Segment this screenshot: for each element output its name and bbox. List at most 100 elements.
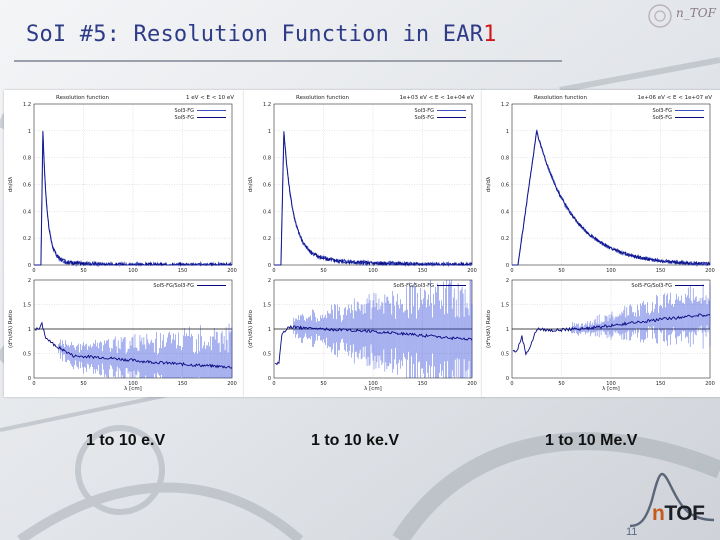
chart2-top-ytick-label: 0.6 (263, 183, 271, 189)
chart2-ratio-legend-label: SoI5-FG/SoI3-FG (393, 283, 434, 289)
chart3-top-xtick-label: 0 (510, 268, 513, 274)
chart-svg: Resolution function 1 eV < E < 10 eV 0 0.2 0… (7, 95, 237, 392)
chart2-top-ytick-label: 0.2 (263, 236, 271, 242)
title-underline (14, 60, 562, 62)
chart3-top-ytick-label: 1 (506, 129, 509, 135)
chart1-legend-label: SoI3-FG (175, 108, 195, 114)
chart1-ratio-xtick-label: 0 (32, 381, 35, 387)
chart-svg: Resolution function 1e+03 eV < E < 1e+04 … (247, 95, 477, 392)
chart2-ratio-xtick-label: 150 (418, 381, 428, 387)
chart3-ratio-legend-label: SoI5-FG/SoI3-FG (631, 283, 672, 289)
chart2-top-xtick-label: 50 (320, 268, 326, 274)
chart1-ratio-xtick-label: 50 (80, 381, 86, 387)
chart3-ratio-ytick-label: 1 (506, 327, 509, 333)
chart3-ratio-xtick-label: 50 (558, 381, 564, 387)
chart3-top-ylabel: dn/dλ (486, 176, 492, 192)
chart2-top-ytick-label: 1.2 (263, 102, 271, 108)
chart2-ratio-ytick-label: 2 (268, 278, 271, 284)
chart1-top-xtick-label: 150 (178, 268, 188, 274)
chart2-top-xtick-label: 150 (418, 268, 428, 274)
chart1-top-ytick-label: 0.4 (23, 209, 31, 215)
chart1-ratio-ytick-label: 0 (28, 376, 31, 382)
chart1-top-ytick-label: 0 (28, 263, 31, 269)
chart3-ratio-ytick-label: 2 (506, 278, 509, 284)
chart2-ratio-xtick-label: 50 (320, 381, 326, 387)
caption-mev-range: 1 to 10 Me.V (545, 432, 638, 449)
title-accent: 1 (483, 22, 497, 47)
chart1-ratio-xlabel: λ [cm] (124, 386, 142, 392)
caption-kev-range: 1 to 10 ke.V (311, 432, 400, 449)
chart2-top-ytick-label: 1 (268, 129, 271, 135)
chart2-ratio-xtick-label: 0 (272, 381, 275, 387)
chart2-top-ytick-label: 0 (268, 263, 271, 269)
chart1-title: Resolution function (56, 95, 109, 101)
chart3-legend-label: SoI3-FG (653, 108, 673, 114)
chart3-energy-range: 1e+06 eV < E < 1e+07 eV (638, 95, 713, 101)
chart1-ratio-xtick-label: 200 (227, 381, 237, 387)
chart2-top-ytick-label: 0.4 (263, 209, 271, 215)
chart3-ratio-ytick-label: 1.5 (501, 303, 509, 309)
chart3-ratio-ytick-label: 0 (506, 376, 509, 382)
chart2-ratio-ytick-label: 0.5 (263, 352, 271, 358)
chart-svg: Resolution function 1e+06 eV < E < 1e+07 … (485, 95, 715, 392)
chart2-ratio-ytick-label: 1 (268, 327, 271, 333)
chart2-ratio-xtick-label: 100 (368, 381, 378, 387)
chart-panel-mev: Resolution function 1e+06 eV < E < 1e+07 … (482, 90, 720, 397)
chart2-legend-label: SoI3-FG (415, 108, 435, 114)
chart3-title: Resolution function (534, 95, 587, 101)
chart2-legend-label: SoI5-FG (415, 115, 435, 121)
chart2-ratio-xtick-label: 200 (467, 381, 477, 387)
chart1-top-ytick-label: 0.2 (23, 236, 31, 242)
chart3-top-xtick-label: 150 (656, 268, 666, 274)
chart1-top-ytick-label: 1.2 (23, 102, 31, 108)
chart3-series-soi5-fg (512, 130, 711, 267)
chart3-ratio-xtick-label: 200 (705, 381, 715, 387)
chart1-legend-label: SoI5-FG (175, 115, 195, 121)
chart3-top-xtick-label: 50 (558, 268, 564, 274)
chart1-series-soi5-fg (34, 130, 232, 267)
chart3-top-ytick-label: 0.8 (501, 156, 509, 162)
chart1-ratio-ylabel: (d²n/dλ) Ratio (7, 309, 14, 348)
chart1-ratio-ytick-label: 1.5 (23, 303, 31, 309)
chart3-ratio-xtick-label: 0 (510, 381, 513, 387)
emblem-icon (648, 4, 672, 28)
chart2-energy-range: 1e+03 eV < E < 1e+04 eV (400, 95, 475, 101)
chart2-top-xtick-label: 100 (368, 268, 378, 274)
chart1-top-xtick-label: 50 (80, 268, 86, 274)
slide-title: SoI #5: Resolution Function in EAR1 (26, 22, 497, 47)
chart1-top-xtick-label: 100 (128, 268, 138, 274)
chart1-ratio-legend-label: SoI5-FG/SoI3-FG (153, 283, 194, 289)
chart2-ratio-ytick-label: 1.5 (263, 303, 271, 309)
chart3-ratio-xlabel: λ [cm] (602, 386, 620, 392)
chart1-series-ratio (34, 321, 233, 369)
ntof-logo-text: nTOF (652, 502, 705, 525)
page-number: 11 (626, 526, 638, 538)
chart-panel-kev: Resolution function 1e+03 eV < E < 1e+04 … (244, 90, 484, 397)
chart3-ratio-ytick-label: 0.5 (501, 352, 509, 358)
chart1-top-ytick-label: 1 (28, 129, 31, 135)
chart3-ratio-xtick-label: 150 (656, 381, 666, 387)
chart3-top-ytick-label: 0.6 (501, 183, 509, 189)
chart2-series-ratio (274, 324, 473, 366)
chart1-top-ytick-label: 0.6 (23, 183, 31, 189)
chart2-top-ylabel: dn/dλ (248, 176, 254, 192)
chart1-top-xtick-label: 200 (227, 268, 237, 274)
chart3-legend-label: SoI5-FG (653, 115, 673, 121)
chart2-top-xtick-label: 200 (467, 268, 477, 274)
chart2-ratio-ylabel: (d²n/dλ) Ratio (247, 309, 254, 348)
caption-ev-range: 1 to 10 e.V (86, 432, 166, 449)
chart3-top-ytick-label: 0 (506, 263, 509, 269)
chart3-top-ytick-label: 1.2 (501, 102, 509, 108)
chart1-ratio-xtick-label: 150 (178, 381, 188, 387)
chart2-top-ytick-label: 0.8 (263, 156, 271, 162)
chart3-ratio-ylabel: (d²n/dλ) Ratio (485, 309, 492, 348)
chart3-top-xtick-label: 200 (705, 268, 715, 274)
chart3-series-ratio (512, 313, 711, 356)
chart1-top-xtick-label: 0 (32, 268, 35, 274)
chart3-top-ytick-label: 0.2 (501, 236, 509, 242)
chart3-top-frame (511, 103, 711, 266)
chart1-ratio-ytick-label: 2 (28, 278, 31, 284)
chart1-ratio-ytick-label: 1 (28, 327, 31, 333)
chart3-top-ytick-label: 0.4 (501, 209, 509, 215)
chart3-top-xtick-label: 100 (606, 268, 616, 274)
